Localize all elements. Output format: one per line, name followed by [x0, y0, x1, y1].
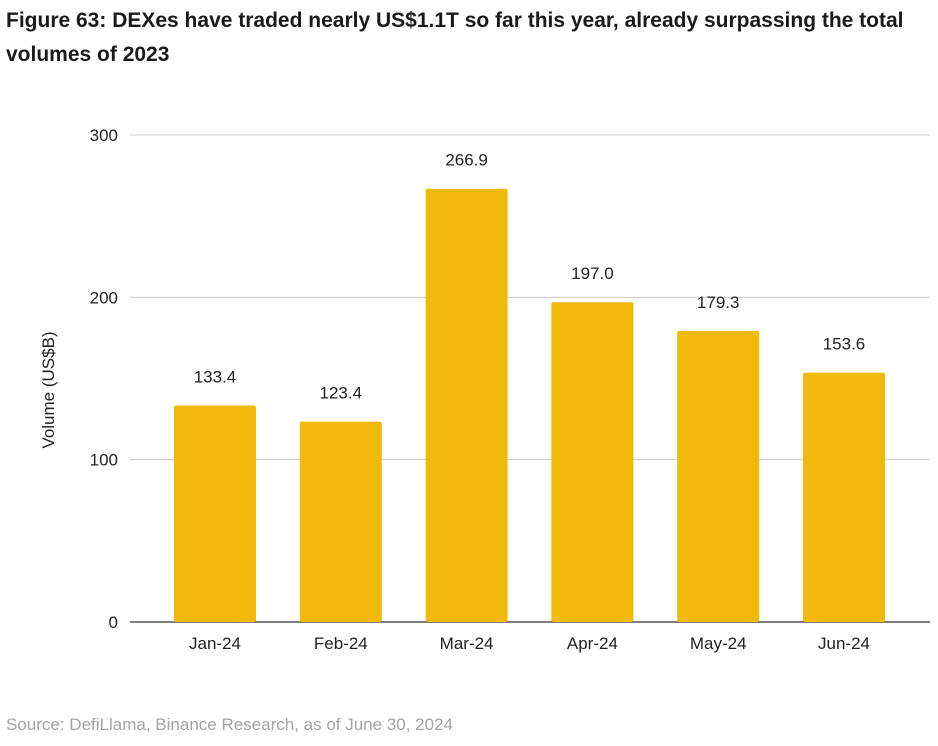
x-tick-label: Feb-24 — [314, 634, 368, 653]
bar — [299, 421, 382, 622]
bar — [551, 302, 634, 622]
y-tick-label: 200 — [90, 288, 118, 307]
y-axis-ticks: 0 100 200 300 — [90, 126, 118, 632]
bar-chart: 0 100 200 300 133.4 123.4 266.9 197.0 179.3 153.… — [39, 126, 930, 653]
y-tick-label: 100 — [90, 451, 118, 470]
source-note: Source: DefiLlama, Binance Research, as … — [6, 715, 453, 734]
bar — [677, 330, 760, 622]
x-tick-label: Jan-24 — [189, 634, 241, 653]
x-tick-label: Jun-24 — [818, 634, 870, 653]
y-tick-label: 0 — [109, 613, 118, 632]
data-label: 133.4 — [194, 367, 237, 386]
bar — [425, 188, 508, 622]
data-label: 197.0 — [571, 264, 614, 283]
x-tick-label: May-24 — [690, 634, 747, 653]
x-tick-label: Apr-24 — [567, 634, 618, 653]
data-label: 123.4 — [320, 384, 363, 403]
y-axis-title: Volume (US$B) — [39, 331, 58, 448]
x-axis-labels: Jan-24 Feb-24 Mar-24 Apr-24 May-24 Jun-24 — [189, 634, 870, 653]
bar — [803, 372, 885, 622]
y-tick-label: 300 — [90, 126, 118, 145]
data-label: 153.6 — [823, 335, 866, 354]
bars — [174, 188, 885, 622]
chart-title: Figure 63: DEXes have traded nearly US$1… — [6, 9, 904, 66]
data-labels: 133.4 123.4 266.9 197.0 179.3 153.6 — [194, 151, 866, 403]
x-tick-label: Mar-24 — [440, 634, 494, 653]
gridlines — [130, 134, 930, 623]
data-label: 266.9 — [445, 151, 488, 170]
data-label: 179.3 — [697, 293, 740, 312]
bar — [174, 405, 256, 622]
